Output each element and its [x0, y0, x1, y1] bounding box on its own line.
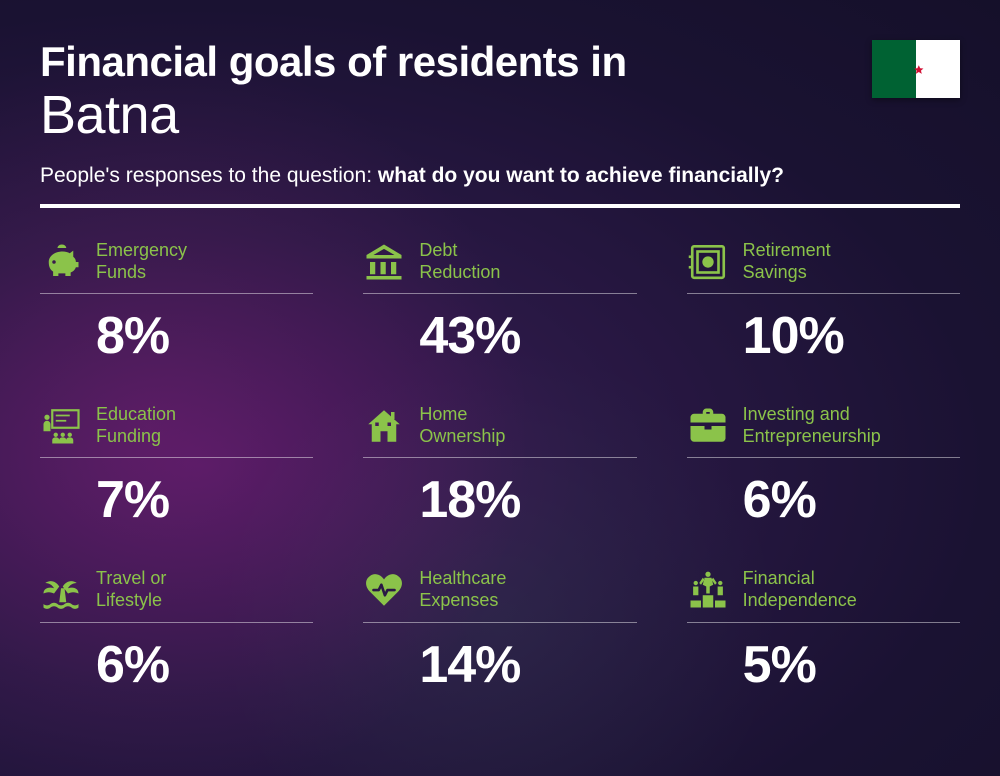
goal-label: HomeOwnership — [419, 404, 505, 447]
subtitle-bold: what do you want to achieve financially? — [378, 164, 784, 187]
goal-head: HomeOwnership — [363, 404, 636, 458]
goal-value: 7% — [40, 470, 313, 530]
goal-head: EmergencyFunds — [40, 240, 313, 294]
bank-icon — [363, 241, 405, 283]
goal-head: EducationFunding — [40, 404, 313, 458]
goal-financial-independence: FinancialIndependence 5% — [687, 568, 960, 694]
palm-icon — [40, 569, 82, 611]
goal-label: HealthcareExpenses — [419, 568, 506, 611]
subtitle-prefix: People's responses to the question: — [40, 164, 378, 187]
goal-label: EmergencyFunds — [96, 240, 187, 283]
goal-home-ownership: HomeOwnership 18% — [363, 404, 636, 530]
header: Financial goals of residents in Batna Pe… — [40, 38, 960, 208]
goal-value: 6% — [687, 470, 960, 530]
goal-head: Travel orLifestyle — [40, 568, 313, 622]
podium-icon — [687, 569, 729, 611]
house-icon — [363, 405, 405, 447]
goal-investing-entrepreneurship: Investing andEntrepreneurship 6% — [687, 404, 960, 530]
goal-debt-reduction: DebtReduction 43% — [363, 240, 636, 366]
goal-label: Investing andEntrepreneurship — [743, 404, 881, 447]
goals-grid: EmergencyFunds 8% DebtReduction 43% Reti… — [40, 240, 960, 695]
goal-label: DebtReduction — [419, 240, 500, 283]
goal-label: Travel orLifestyle — [96, 568, 166, 611]
goal-value: 8% — [40, 306, 313, 366]
goal-healthcare-expenses: HealthcareExpenses 14% — [363, 568, 636, 694]
goal-value: 5% — [687, 635, 960, 695]
goal-head: FinancialIndependence — [687, 568, 960, 622]
briefcase-icon — [687, 405, 729, 447]
goal-value: 10% — [687, 306, 960, 366]
goal-head: Investing andEntrepreneurship — [687, 404, 960, 458]
piggy-bank-icon — [40, 241, 82, 283]
goal-value: 14% — [363, 635, 636, 695]
goal-value: 43% — [363, 306, 636, 366]
heart-pulse-icon — [363, 569, 405, 611]
header-divider — [40, 204, 960, 208]
goal-travel-lifestyle: Travel orLifestyle 6% — [40, 568, 313, 694]
goal-retirement-savings: RetirementSavings 10% — [687, 240, 960, 366]
goal-head: DebtReduction — [363, 240, 636, 294]
goal-value: 6% — [40, 635, 313, 695]
goal-education-funding: EducationFunding 7% — [40, 404, 313, 530]
goal-label: EducationFunding — [96, 404, 176, 447]
goal-label: FinancialIndependence — [743, 568, 857, 611]
goal-value: 18% — [363, 470, 636, 530]
safe-icon — [687, 241, 729, 283]
goal-emergency-funds: EmergencyFunds 8% — [40, 240, 313, 366]
title-line-1: Financial goals of residents in — [40, 38, 960, 86]
goal-label: RetirementSavings — [743, 240, 831, 283]
subtitle: People's responses to the question: what… — [40, 164, 960, 188]
education-icon — [40, 405, 82, 447]
goal-head: RetirementSavings — [687, 240, 960, 294]
goal-head: HealthcareExpenses — [363, 568, 636, 622]
title-line-2: Batna — [40, 84, 960, 146]
